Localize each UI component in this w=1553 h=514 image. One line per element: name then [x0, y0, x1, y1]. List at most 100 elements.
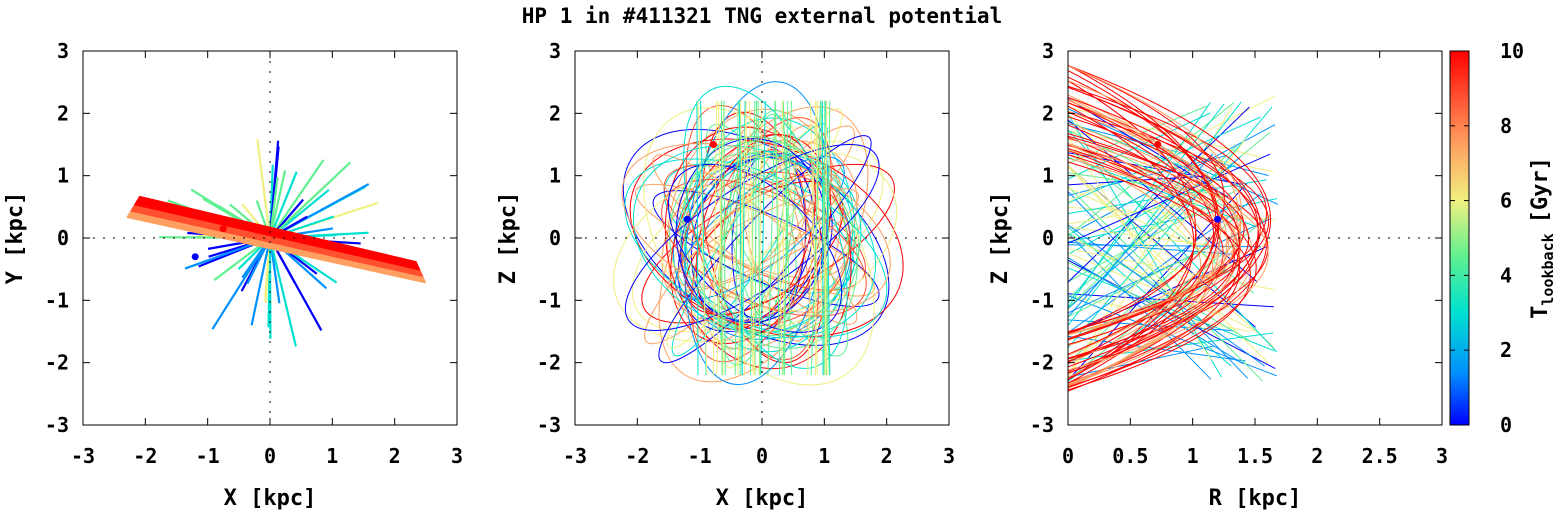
y-tick-label: 1 — [1042, 164, 1054, 188]
colorbar-tick-label: 8 — [1500, 114, 1512, 138]
colorbar-label: Tlookback [Gyr] — [1528, 157, 1553, 319]
orbit-trace — [823, 100, 826, 376]
y-tick-label: 2 — [1042, 101, 1054, 125]
y-axis-label-xz: Z [kpc] — [496, 192, 521, 285]
orbit-trace — [1068, 245, 1269, 335]
orbit-trace — [681, 171, 851, 327]
y-axis-label-xy: Y [kpc] — [3, 192, 28, 285]
orbit-trace — [821, 100, 824, 376]
colorbar-tick-label: 2 — [1500, 338, 1512, 362]
orbit-trace — [1068, 106, 1273, 349]
x-axis-label-rz: R [kpc] — [1209, 486, 1302, 511]
orbit-trace — [1068, 138, 1269, 371]
orbit-trace — [658, 106, 869, 383]
orbit-trace — [757, 100, 761, 376]
x-tick-label: 3 — [943, 444, 955, 468]
x-tick-label: 1 — [1187, 444, 1199, 468]
colorbar: 0 2 4 6 8 10 Tlookback [Gyr] — [1449, 39, 1553, 437]
orbit-trace — [1068, 136, 1212, 361]
x-tick-label: 1 — [818, 444, 830, 468]
orbit-trace — [683, 136, 858, 349]
position-marker — [683, 215, 691, 223]
orbit-trace — [1068, 116, 1245, 339]
x-tick-label: -2 — [133, 444, 157, 468]
orbit-trace — [663, 164, 866, 291]
x-axis-label-xz: X [kpc] — [716, 486, 809, 511]
x-tick-label: 2 — [1311, 444, 1323, 468]
orbit-trace — [1068, 65, 1225, 335]
chart-title: HP 1 in #411321 TNG external potential — [522, 4, 1002, 28]
plot-area-xy — [126, 139, 427, 347]
y-tick-label: -1 — [537, 288, 561, 312]
x-tick-label: 3 — [1436, 444, 1448, 468]
x-tick-label: -1 — [688, 444, 712, 468]
orbit-trace — [1068, 217, 1272, 314]
axes-rz: 0 0.5 1 1.5 2 2.5 3 -3 -2 -1 0 1 2 3 — [1030, 39, 1448, 468]
y-tick-label: 3 — [1042, 39, 1054, 63]
orbit-trace — [1068, 156, 1241, 309]
orbit-trace — [1068, 65, 1271, 374]
orbit-trace — [720, 100, 723, 376]
orbit-trace — [1068, 143, 1213, 387]
y-tick-label: 0 — [1042, 226, 1054, 250]
orbit-trace — [1068, 257, 1244, 365]
orbit-trace — [1068, 113, 1212, 264]
colorbar-label-sub: lookback — [1539, 233, 1553, 305]
x-tick-label: 2 — [389, 444, 401, 468]
orbit-trace — [1068, 166, 1269, 364]
orbit-trace — [690, 117, 832, 363]
y-tick-label: -3 — [537, 413, 561, 437]
y-tick-label: -3 — [45, 413, 69, 437]
orbit-trace — [1068, 112, 1211, 180]
orbit-trace — [1068, 165, 1275, 348]
y-tick-label: 2 — [57, 101, 69, 125]
colorbar-label-unit: [Gyr] — [1528, 157, 1553, 223]
y-tick-label: 1 — [57, 164, 69, 188]
orbit-trace — [723, 100, 726, 376]
orbit-trace — [1068, 198, 1278, 243]
colorbar-gradient — [1449, 50, 1470, 426]
orbit-trace — [1068, 123, 1269, 176]
orbit-trace — [767, 100, 776, 376]
y-tick-label: -1 — [45, 288, 69, 312]
x-tick-label: 2.5 — [1362, 444, 1398, 468]
panel-rz: 0 0.5 1 1.5 2 2.5 3 -3 -2 -1 0 1 2 3 R [kpc] Z [kpc] — [988, 39, 1448, 511]
x-tick-label: 0.5 — [1112, 444, 1148, 468]
panel-xy: -3 -2 -1 0 1 2 3 -3 -2 -1 0 1 2 3 X [kpc] Y [kpc] — [3, 39, 463, 511]
axes-xy: -3 -2 -1 0 1 2 3 -3 -2 -1 0 1 2 3 — [45, 39, 463, 468]
orbit-trace — [1068, 345, 1215, 378]
orbit-trace — [1068, 85, 1268, 341]
orbit-trace — [269, 237, 323, 331]
x-tick-label: -1 — [196, 444, 220, 468]
y-tick-label: -2 — [45, 351, 69, 375]
colorbar-ticks: 0 2 4 6 8 10 — [1450, 39, 1524, 437]
orbit-trace — [675, 138, 828, 324]
orbit-trace — [679, 140, 860, 337]
orbit-trace — [1068, 130, 1274, 173]
orbit-trace — [1068, 95, 1276, 203]
orbit-trace — [1068, 65, 1242, 356]
orbit-trace — [268, 237, 297, 347]
orbit-trace — [809, 100, 818, 376]
position-marker — [709, 141, 717, 148]
colorbar-tick-label: 4 — [1500, 263, 1512, 287]
orbit-trace — [807, 100, 817, 376]
orbit-trace — [1068, 166, 1207, 311]
orbit-trace — [696, 100, 699, 376]
y-tick-label: -2 — [1030, 351, 1054, 375]
y-tick-label: 0 — [549, 226, 561, 250]
orbit-trace — [268, 171, 298, 239]
orbit-trace — [1068, 224, 1265, 367]
orbit-trace — [1068, 154, 1235, 359]
orbit-trace — [269, 161, 351, 239]
y-tick-label: 3 — [549, 39, 561, 63]
orbit-trace — [744, 100, 754, 376]
orbit-trace — [1068, 129, 1278, 353]
orbit-trace — [760, 100, 766, 376]
orbit-trace — [749, 100, 756, 376]
x-tick-label: 1 — [326, 444, 338, 468]
colorbar-tick-label: 0 — [1500, 413, 1512, 437]
orbit-trace — [1068, 148, 1257, 388]
orbit-trace — [624, 144, 880, 331]
